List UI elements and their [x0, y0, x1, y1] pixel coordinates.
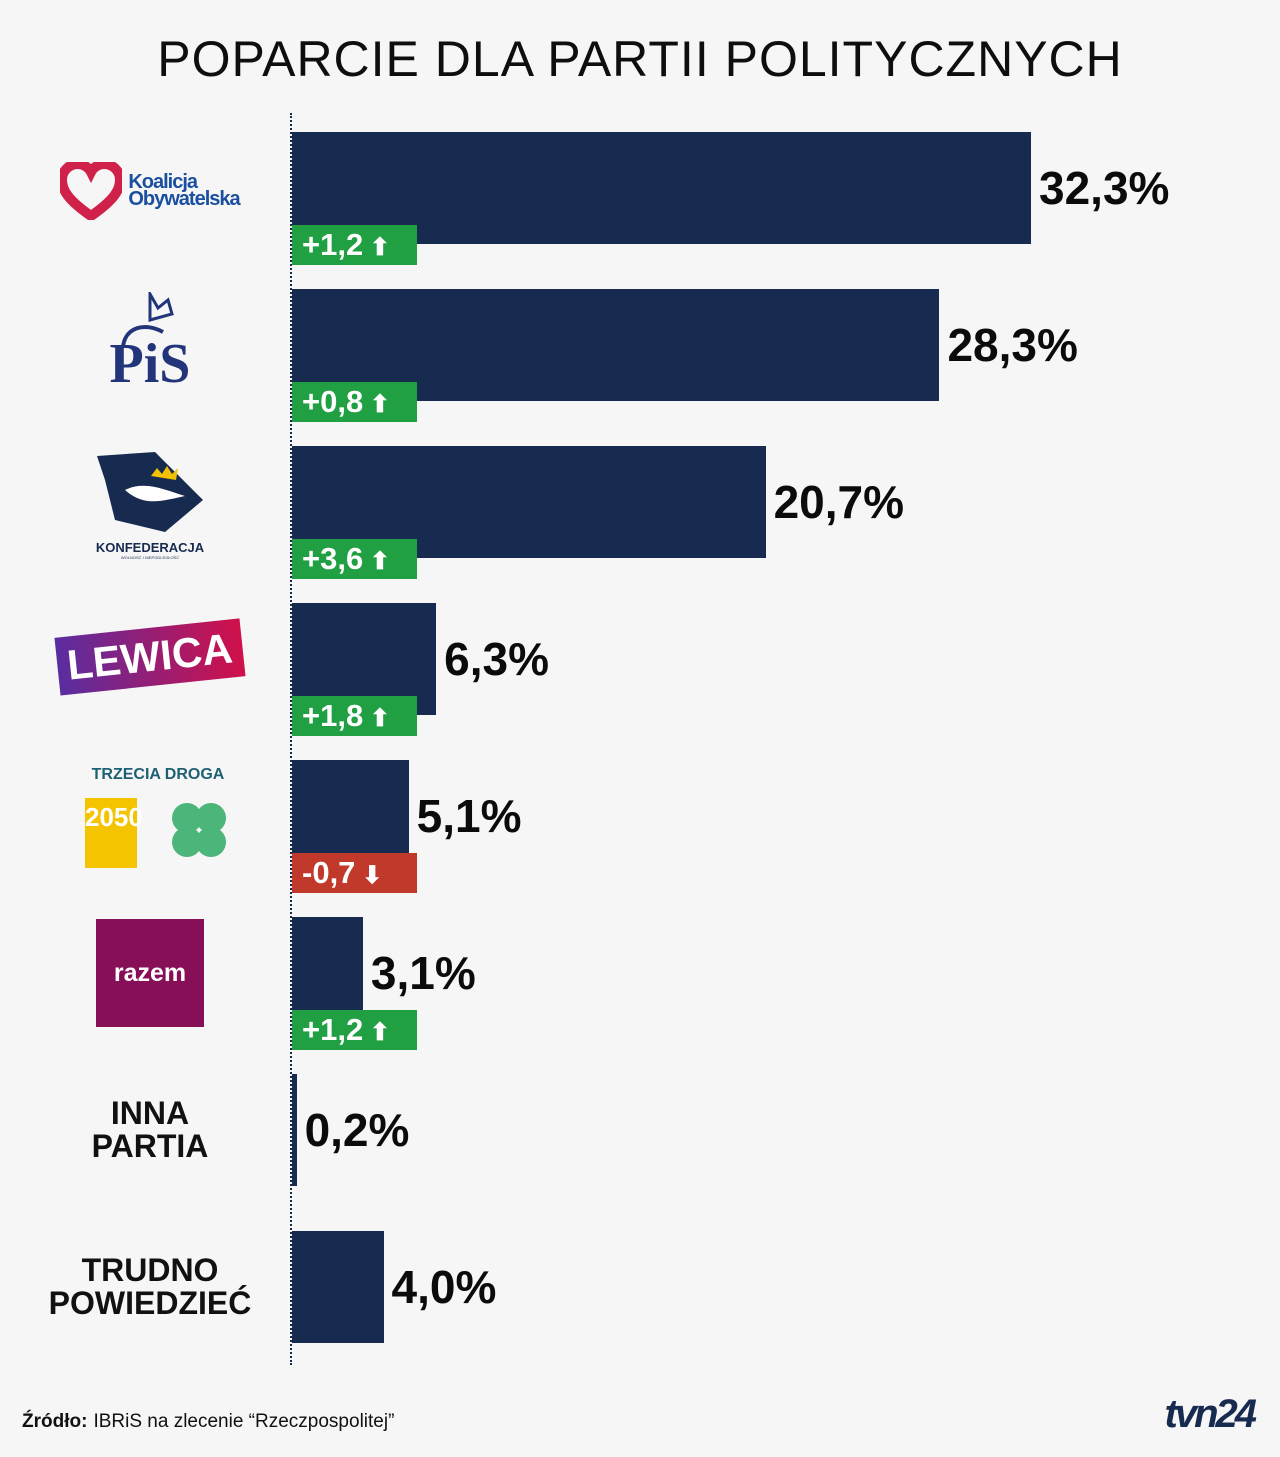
value-label: 4,0% — [391, 1261, 497, 1313]
change-badge-up: +1,8 ⬆ — [292, 696, 417, 736]
logo-subtext: WOLNOŚĆ I NIEPODLEGŁOŚĆ — [120, 555, 180, 560]
change-value: +3,6 — [302, 541, 364, 576]
change-value: +1,2 — [302, 227, 364, 262]
logo-text: TRZECIA DROGA — [91, 766, 225, 783]
logo-text: Obywatelska — [128, 188, 240, 210]
source-note: Źródło: IBRiS na zlecenie “Rzeczpospolite… — [22, 1411, 394, 1433]
label-trudno-powiedziec: TRUDNO POWIEDZIEĆ — [20, 1254, 280, 1320]
arrow-up-icon: ⬆ — [363, 1019, 390, 1046]
change-badge-up: +1,2 ⬆ — [292, 225, 417, 265]
label-line: POWIEDZIEĆ — [48, 1285, 252, 1321]
label-inna-partia: INNA PARTIA — [20, 1097, 280, 1163]
change-badge-down: -0,7 ⬇ — [292, 853, 417, 893]
arrow-up-icon: ⬆ — [363, 234, 390, 261]
value-label: 6,3% — [444, 633, 549, 685]
logo-razem: razem — [20, 919, 280, 1027]
value-label: 0,2% — [304, 1104, 410, 1156]
bar-7 — [292, 1231, 384, 1343]
source-text: IBRiS na zlecenie “Rzeczpospolitej” — [93, 1411, 395, 1432]
change-badge-up: +1,2 ⬆ — [292, 1010, 417, 1050]
logo-2050: 2050 — [85, 798, 143, 868]
heart-icon — [60, 162, 123, 220]
change-badge-up: +0,8 ⬆ — [292, 382, 417, 422]
arrow-up-icon: ⬆ — [363, 705, 390, 732]
logo-lewica: LEWICA — [20, 618, 280, 696]
change-value: +1,2 — [302, 1012, 364, 1047]
arrow-up-icon: ⬆ — [363, 548, 390, 575]
tvn24-logo: tvn24 — [1164, 1392, 1257, 1436]
clover-icon — [172, 803, 226, 857]
change-value: +1,8 — [302, 698, 364, 733]
change-badge-up: +3,6 ⬆ — [292, 539, 417, 579]
arrow-down-icon: ⬇ — [355, 862, 383, 889]
chart-title: POPARCIE DLA PARTII POLITYCZNYCH — [157, 31, 1123, 87]
logo-pis: PiS — [20, 292, 280, 395]
arrow-up-icon: ⬆ — [363, 391, 390, 418]
bar-6 — [292, 1074, 297, 1186]
logo-text: KONFEDERACJA — [95, 540, 205, 555]
value-label: 28,3% — [947, 319, 1078, 371]
logo-konfederacja: KONFEDERACJA WOLNOŚĆ I NIEPODLEGŁOŚĆ — [20, 450, 280, 560]
value-label: 20,7% — [773, 476, 905, 528]
logo-text: razem — [96, 919, 204, 1027]
label-line: INNA — [110, 1095, 190, 1131]
axis-line — [290, 113, 292, 1365]
eagle-icon — [97, 452, 203, 532]
value-label: 3,1% — [370, 947, 476, 999]
logo-koalicja-obywatelska: Koalicja Obywatelska — [20, 162, 280, 220]
change-value: +0,8 — [302, 384, 364, 419]
value-label: 32,3% — [1039, 162, 1170, 214]
logo-text: Koalicja — [128, 171, 198, 193]
eagle-crown-icon — [121, 292, 174, 348]
label-line: PARTIA — [91, 1128, 209, 1164]
logo-text: PiS — [109, 333, 191, 395]
change-value: -0,7 — [302, 855, 356, 890]
logo-trzecia-droga: TRZECIA DROGA 2050 — [28, 766, 288, 868]
source-label: Źródło: — [22, 1411, 88, 1432]
logo-text: LEWICA — [54, 618, 246, 696]
label-line: TRUDNO — [81, 1252, 219, 1288]
value-label: 5,1% — [416, 790, 522, 842]
